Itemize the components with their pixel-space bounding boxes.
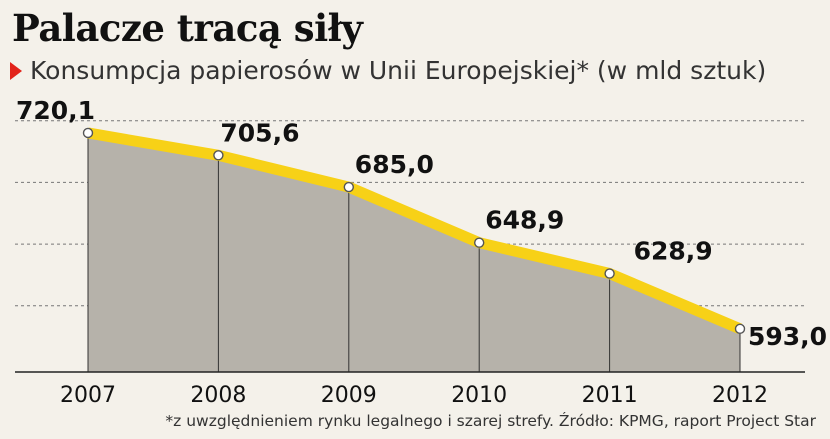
data-label: 705,6 [220,118,299,147]
x-tick-label: 2011 [582,383,638,408]
data-label: 593,0 [748,322,827,351]
data-point [474,237,485,248]
data-point [82,127,94,139]
data-label: 628,9 [634,237,713,266]
chart-subtitle: Konsumpcja papierosów w Unii Europejskie… [10,56,766,85]
data-label: 720,1 [16,96,95,125]
red-triangle-icon [10,61,22,80]
subtitle-text: Konsumpcja papierosów w Unii Europejskie… [30,56,767,85]
data-label: 648,9 [485,206,564,235]
data-point [734,323,746,335]
area-fill [88,132,740,372]
x-tick-label: 2007 [60,383,116,408]
data-point [343,181,354,193]
chart-title: Palacze tracą siły [12,6,363,50]
x-tick-label: 2008 [190,383,246,408]
series-line [87,127,743,334]
data-point [213,150,224,161]
x-tick-label: 2010 [451,383,507,408]
footnote: *z uwzględnieniem rynku legalnego i szar… [165,412,816,430]
data-point [604,268,615,279]
data-label: 685,0 [355,150,434,179]
x-tick-label: 2009 [321,383,377,408]
x-tick-label: 2012 [712,383,768,408]
